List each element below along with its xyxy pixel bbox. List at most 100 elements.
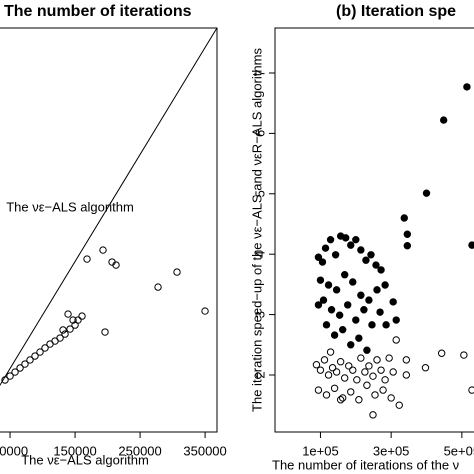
point	[101, 328, 109, 336]
point	[403, 230, 412, 238]
point	[402, 356, 411, 364]
x-tick-label: 150000	[53, 443, 96, 458]
point	[316, 366, 325, 374]
point	[56, 334, 64, 342]
point	[316, 276, 325, 284]
point	[439, 116, 448, 124]
point	[376, 308, 384, 316]
point	[320, 356, 329, 364]
point	[355, 396, 363, 404]
point	[331, 251, 340, 259]
point	[347, 341, 355, 349]
point	[66, 325, 74, 333]
point	[347, 388, 355, 396]
point	[99, 246, 107, 254]
point	[64, 310, 72, 318]
point	[387, 394, 395, 402]
point	[389, 368, 397, 376]
point	[421, 364, 430, 372]
point	[312, 361, 321, 369]
point	[336, 396, 345, 404]
point	[365, 296, 373, 304]
point	[326, 235, 335, 244]
point	[363, 381, 371, 389]
point	[16, 364, 24, 372]
y-tick-label: 2	[252, 371, 267, 378]
point	[357, 246, 365, 254]
chart-title: (b) Iteration spe	[336, 3, 456, 20]
point	[112, 261, 120, 269]
point	[314, 253, 323, 261]
point	[1, 376, 9, 384]
point	[368, 321, 376, 329]
point	[314, 301, 323, 309]
point	[357, 354, 365, 362]
point	[336, 357, 345, 366]
point	[395, 401, 403, 409]
point	[400, 214, 408, 222]
point	[468, 241, 474, 249]
point	[345, 362, 353, 370]
point	[422, 189, 431, 197]
point	[83, 255, 91, 263]
x-tick-label: 1e+05	[302, 443, 339, 458]
y-tick-label: 7	[252, 69, 267, 76]
point	[78, 312, 86, 320]
point	[327, 306, 336, 314]
point	[74, 316, 82, 324]
point	[377, 366, 385, 374]
point	[332, 286, 341, 294]
point	[322, 391, 331, 399]
reference-line	[0, 27, 218, 387]
point	[11, 368, 19, 376]
point	[154, 283, 162, 291]
point	[322, 321, 331, 329]
point	[369, 372, 377, 380]
point	[362, 256, 370, 264]
point	[379, 386, 387, 394]
y-tick-label: 6	[252, 130, 267, 137]
point	[36, 348, 44, 356]
point	[349, 366, 357, 374]
y-axis-label: The iteration speed−up of the νε−ALS and…	[249, 48, 264, 412]
point	[26, 356, 34, 364]
point	[61, 330, 69, 338]
point	[381, 376, 389, 384]
point	[314, 386, 323, 394]
x-tick-label: 50000	[0, 443, 28, 458]
point	[363, 346, 371, 354]
point	[321, 244, 330, 252]
point	[173, 268, 181, 276]
x-tick-label: 350000	[183, 443, 226, 458]
point	[381, 281, 389, 289]
point	[353, 376, 361, 384]
y-tick-label: 4	[252, 251, 267, 258]
point	[360, 306, 368, 314]
point	[21, 360, 29, 368]
point	[392, 336, 400, 344]
point	[365, 362, 373, 370]
plot-frame	[274, 27, 474, 433]
x-tick-label: 250000	[118, 443, 161, 458]
point	[392, 316, 400, 324]
point	[330, 384, 339, 392]
point	[341, 271, 349, 279]
point	[352, 316, 360, 324]
point	[402, 371, 411, 379]
point	[377, 266, 385, 274]
point	[372, 261, 380, 269]
point	[59, 326, 67, 334]
x-axis-label: The number of iterations of the ν	[272, 457, 459, 472]
x-tick-label: 3e+05	[373, 443, 410, 458]
x-tick-label: 5e+05	[444, 443, 474, 458]
point	[373, 286, 381, 294]
point	[332, 368, 341, 376]
point	[357, 291, 365, 299]
point	[344, 301, 352, 309]
y-tick-label: 5	[252, 190, 267, 197]
point	[328, 364, 337, 372]
point	[41, 344, 49, 352]
plot-frame	[0, 27, 218, 433]
point	[338, 325, 347, 334]
